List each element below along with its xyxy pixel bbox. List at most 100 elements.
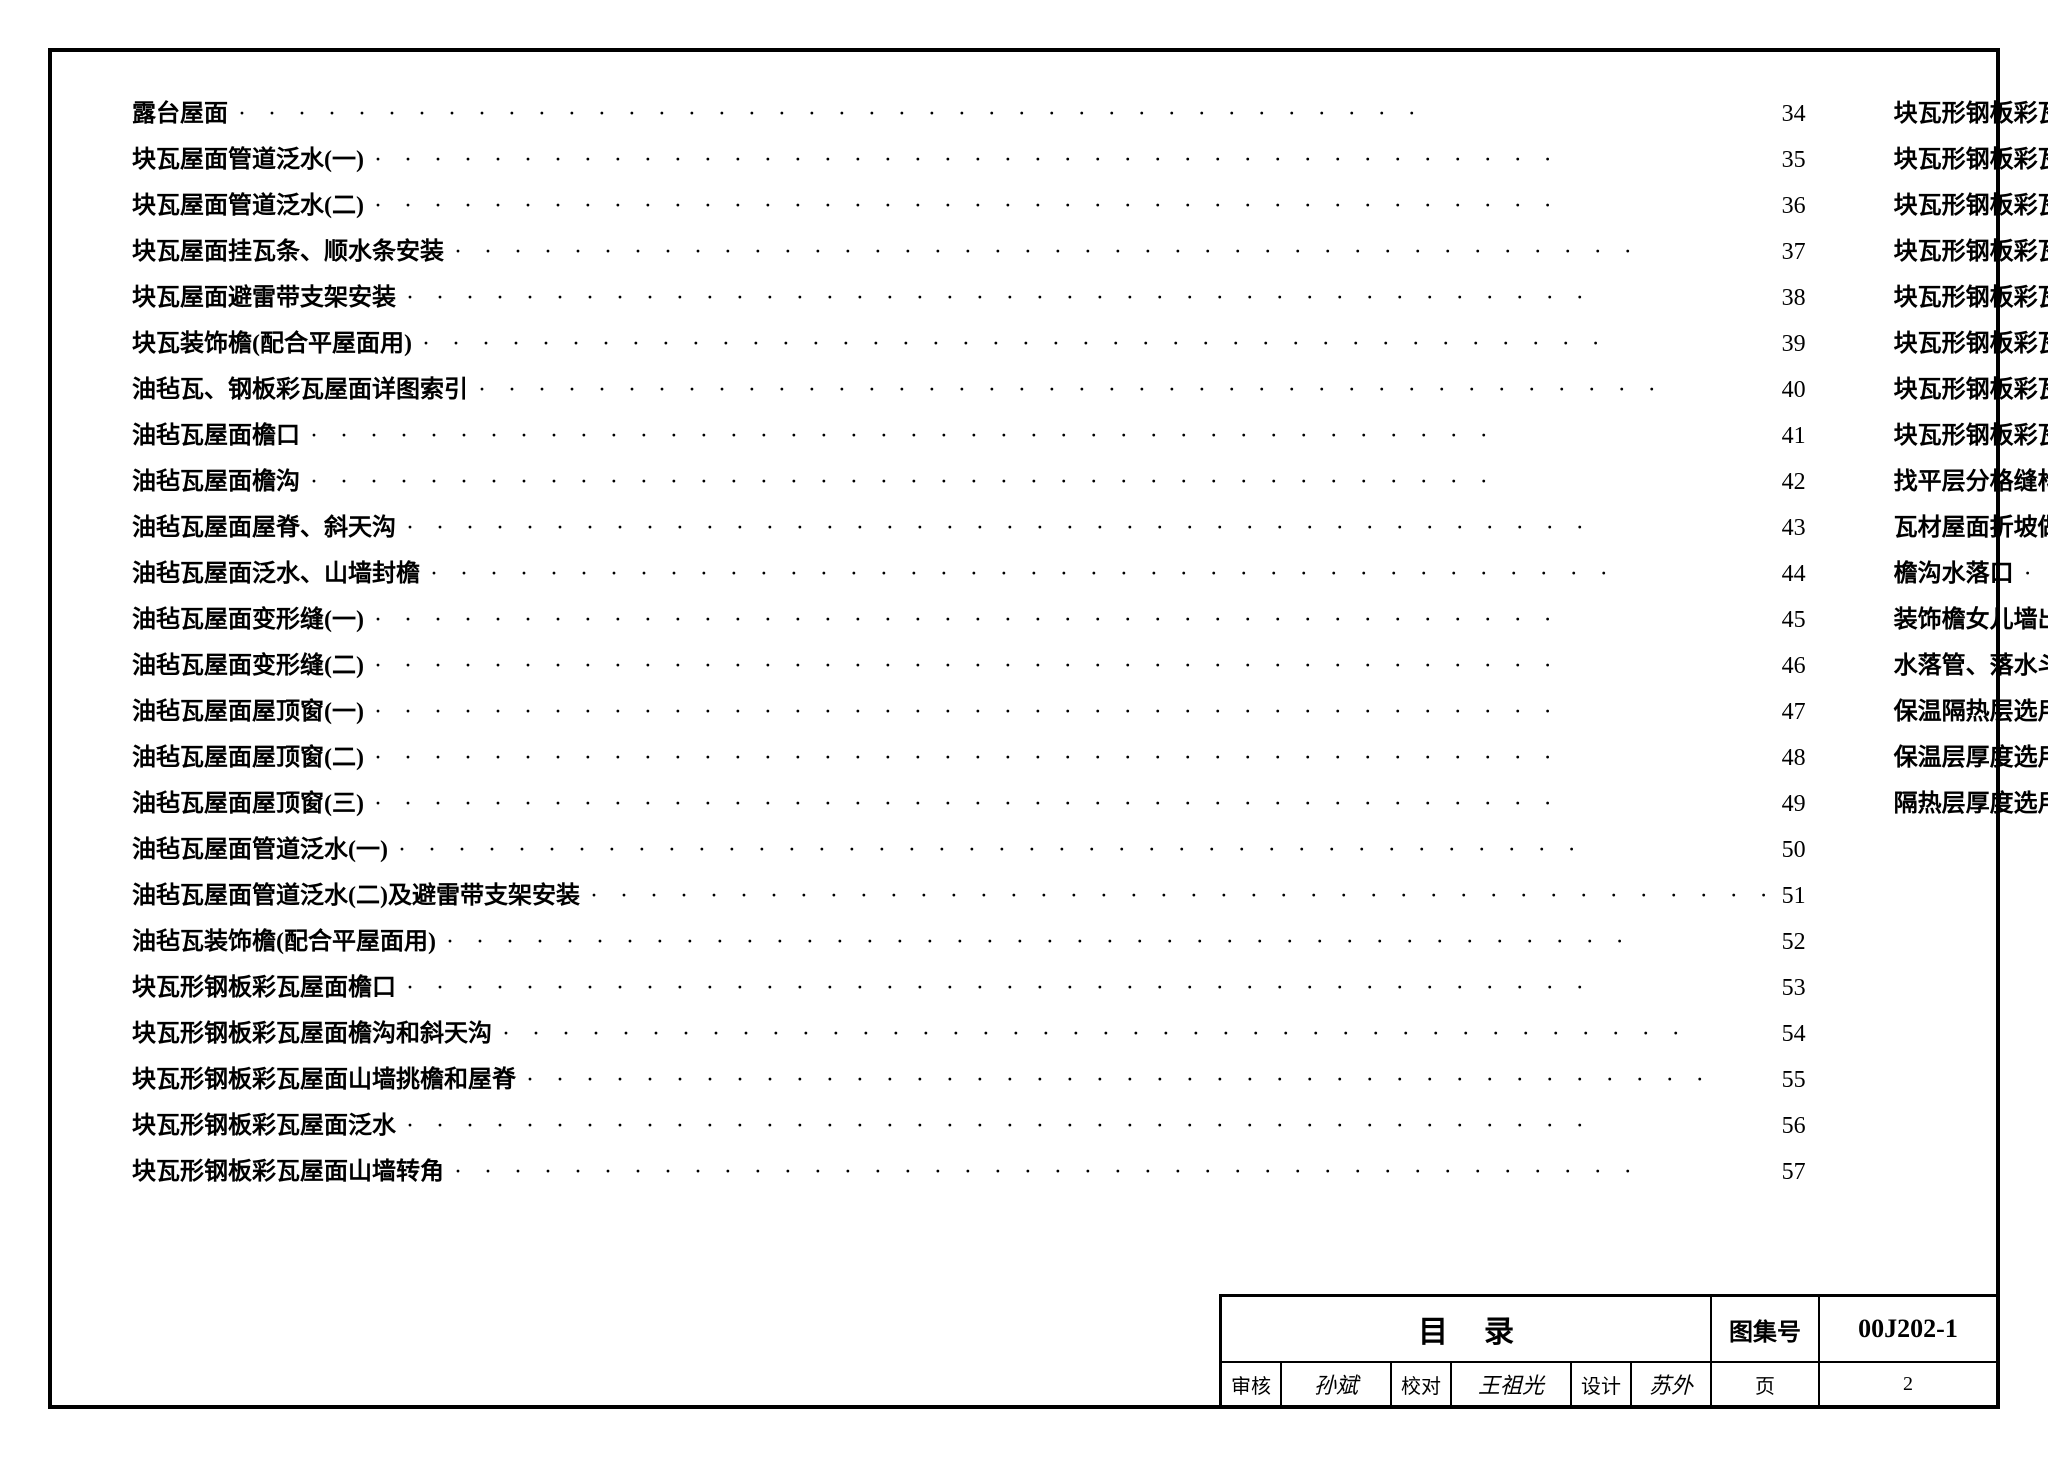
toc-entry: 油毡瓦屋面屋顶窗(二)· · · · · · · · · · · · · · ·… — [132, 746, 1806, 770]
toc-entry-page: 57 — [1776, 1160, 1806, 1184]
toc-dot-leader: · · · · · · · · · · · · · · · · · · · · … — [444, 240, 1776, 264]
toc-entry: 水落管、落水斗· · · · · · · · · · · · · · · · ·… — [1894, 654, 2048, 678]
toc-dot-leader: · · · · · · · · · · · · · · · · · · · · … — [364, 194, 1776, 218]
toc-entry: 块瓦形钢板彩瓦屋面山墙挑檐和屋脊· · · · · · · · · · · · … — [132, 1068, 1806, 1092]
toc-entry: 油毡瓦屋面檐沟· · · · · · · · · · · · · · · · ·… — [132, 470, 1806, 494]
toc-entry: 油毡瓦屋面管道泛水(二)及避雷带支架安装· · · · · · · · · · … — [132, 884, 1806, 908]
toc-entry-title: 油毡瓦屋面变形缝(一) — [132, 608, 364, 632]
toc-dot-leader: · · · · · · · · · · · · · · · · · · · · … — [468, 378, 1776, 402]
toc-entry-title: 油毡瓦屋面变形缝(二) — [132, 654, 364, 678]
toc-entry-title: 油毡瓦屋面屋顶窗(三) — [132, 792, 364, 816]
page-number: 2 — [1820, 1363, 1996, 1405]
toc-dot-leader: · · · · · · · · · · · · · · · · · · · · … — [396, 286, 1776, 310]
design-signature: 苏外 — [1632, 1363, 1712, 1405]
toc-entry-title: 块瓦形钢板彩瓦屋面泛水 — [132, 1114, 396, 1138]
toc-dot-leader: · · · · · · · · · · · · · · · · · · · · … — [580, 884, 1776, 908]
set-number-label: 图集号 — [1712, 1297, 1820, 1361]
toc-entry: 露台屋面· · · · · · · · · · · · · · · · · · … — [132, 102, 1806, 126]
title-block: 目录 图集号 00J202-1 审核 孙斌 校对 王祖光 设计 苏外 页 2 — [1219, 1294, 2000, 1409]
toc-dot-leader: · · · · · · · · · · · · · · · · · · · · … — [364, 608, 1776, 632]
toc-entry-page: 45 — [1776, 608, 1806, 632]
toc-entry-title: 块瓦屋面避雷带支架安装 — [132, 286, 396, 310]
toc-entry: 油毡瓦屋面泛水、山墙封檐· · · · · · · · · · · · · · … — [132, 562, 1806, 586]
toc-entry: 块瓦形钢板彩瓦屋面变形缝· · · · · · · · · · · · · · … — [1894, 102, 2048, 126]
toc-entry-title: 油毡瓦屋面檐口 — [132, 424, 300, 448]
toc-entry-title: 块瓦形钢板彩瓦屋面瓦材及避雷带支架安装 — [1894, 378, 2048, 402]
toc-entry-page: 44 — [1776, 562, 1806, 586]
toc-dot-leader: · · · · · · · · · · · · · · · · · · · · … — [396, 516, 1776, 540]
toc-dot-leader: · · · · · · · · · · · · · · · · · · · · … — [516, 1068, 1776, 1092]
toc-entry-page: 38 — [1776, 286, 1806, 310]
toc-entry-page: 55 — [1776, 1068, 1806, 1092]
toc-entry: 油毡瓦装饰檐(配合平屋面用)· · · · · · · · · · · · · … — [132, 930, 1806, 954]
toc-entry-page: 49 — [1776, 792, 1806, 816]
toc-entry-title: 块瓦形钢板彩瓦屋面变形缝 — [1894, 102, 2048, 126]
toc-entry: 块瓦形钢板彩瓦屋面泛水· · · · · · · · · · · · · · ·… — [132, 1114, 1806, 1138]
toc-entry: 块瓦形钢板彩瓦屋面屋顶窗(二)· · · · · · · · · · · · ·… — [1894, 194, 2048, 218]
toc-entry-title: 露台屋面 — [132, 102, 228, 126]
check-label: 校对 — [1392, 1363, 1452, 1405]
toc-entry-page: 47 — [1776, 700, 1806, 724]
toc-dot-leader: · · · · · · · · · · · · · · · · · · · · … — [300, 470, 1776, 494]
audit-signature: 孙斌 — [1282, 1363, 1392, 1405]
toc-entry: 油毡瓦屋面屋顶窗(一)· · · · · · · · · · · · · · ·… — [132, 700, 1806, 724]
toc-entry-title: 块瓦形钢板彩瓦装饰檐(配合平屋面用) — [1894, 424, 2048, 448]
page-label: 页 — [1712, 1363, 1820, 1405]
toc-column-right: 块瓦形钢板彩瓦屋面变形缝 · · · · · · · · · · · · · · … — [1894, 102, 2048, 1265]
toc-entry: 块瓦屋面管道泛水(二)· · · · · · · · · · · · · · ·… — [132, 194, 1806, 218]
toc-entry-page: 54 — [1776, 1022, 1806, 1046]
toc-entry-page: 46 — [1776, 654, 1806, 678]
toc-entry: 油毡瓦屋面变形缝(二)· · · · · · · · · · · · · · ·… — [132, 654, 1806, 678]
toc-entry-page: 50 — [1776, 838, 1806, 862]
toc-entry: 块瓦形钢板彩瓦装饰檐(配合平屋面用)· · · · · · · · · · · … — [1894, 424, 2048, 448]
toc-entry-page: 42 — [1776, 470, 1806, 494]
toc-entry-page: 36 — [1776, 194, 1806, 218]
toc-entry: 块瓦形钢板彩瓦屋面管道泛水(二)· · · · · · · · · · · · … — [1894, 332, 2048, 356]
toc-entry: 保温层厚度选用表(二)· · · · · · · · · · · · · · ·… — [1894, 746, 2048, 770]
toc-entry-title: 块瓦屋面挂瓦条、顺水条安装 — [132, 240, 444, 264]
toc-entry-title: 保温层厚度选用表(二) — [1894, 746, 2048, 770]
toc-entry-page: 39 — [1776, 332, 1806, 356]
toc-entry: 块瓦形钢板彩瓦屋面檐口· · · · · · · · · · · · · · ·… — [132, 976, 1806, 1000]
toc-entry-title: 块瓦屋面管道泛水(一) — [132, 148, 364, 172]
toc-entry-page: 43 — [1776, 516, 1806, 540]
toc-entry-page: 35 — [1776, 148, 1806, 172]
toc-entry: 油毡瓦屋面变形缝(一)· · · · · · · · · · · · · · ·… — [132, 608, 1806, 632]
toc-entry: 油毡瓦屋面管道泛水(一)· · · · · · · · · · · · · · … — [132, 838, 1806, 862]
toc-entry: 块瓦形钢板彩瓦屋面屋顶窗(一)· · · · · · · · · · · · ·… — [1894, 148, 2048, 172]
toc-dot-leader: · · · · · · · · · · · · · · · · · · · · … — [364, 746, 1776, 770]
toc-entry-page: 40 — [1776, 378, 1806, 402]
toc-entry-title: 块瓦形钢板彩瓦屋面屋顶窗(三) — [1894, 240, 2048, 264]
toc-entry-title: 装饰檐女儿墙出水口 — [1894, 608, 2048, 632]
toc-entry: 块瓦形钢板彩瓦屋面瓦材及避雷带支架安装· · · · · · · · · · ·… — [1894, 378, 2048, 402]
toc-dot-leader: · · · · · · · · · · · · · · · · · · · · … — [364, 700, 1776, 724]
toc-dot-leader: · · · · · · · · · · · · · · · · · · · · … — [2014, 562, 2048, 586]
check-signature: 王祖光 — [1452, 1363, 1572, 1405]
toc-entry: 块瓦屋面避雷带支架安装· · · · · · · · · · · · · · ·… — [132, 286, 1806, 310]
toc-entry-title: 油毡瓦屋面泛水、山墙封檐 — [132, 562, 420, 586]
toc-entry: 油毡瓦屋面屋顶窗(三)· · · · · · · · · · · · · · ·… — [132, 792, 1806, 816]
toc-entry-title: 油毡瓦屋面屋脊、斜天沟 — [132, 516, 396, 540]
toc-entry-title: 水落管、落水斗 — [1894, 654, 2048, 678]
toc-entry-title: 找平层分格缝构造 — [1894, 470, 2048, 494]
toc-entry-page: 53 — [1776, 976, 1806, 1000]
toc-entry: 块瓦屋面挂瓦条、顺水条安装· · · · · · · · · · · · · ·… — [132, 240, 1806, 264]
toc-entry-title: 檐沟水落口 — [1894, 562, 2014, 586]
toc-dot-leader: · · · · · · · · · · · · · · · · · · · · … — [228, 102, 1776, 126]
doc-title: 目录 — [1222, 1297, 1712, 1361]
toc-entry-title: 油毡瓦屋面屋顶窗(二) — [132, 746, 364, 770]
toc-entry: 隔热层厚度选用表· · · · · · · · · · · · · · · · … — [1894, 792, 2048, 816]
toc-entry-title: 块瓦形钢板彩瓦屋面檐口 — [132, 976, 396, 1000]
toc-entry-title: 块瓦装饰檐(配合平屋面用) — [132, 332, 412, 356]
toc-entry-title: 隔热层厚度选用表 — [1894, 792, 2048, 816]
toc-dot-leader: · · · · · · · · · · · · · · · · · · · · … — [412, 332, 1776, 356]
toc-dot-leader: · · · · · · · · · · · · · · · · · · · · … — [436, 930, 1776, 954]
toc-entry: 块瓦形钢板彩瓦屋面山墙转角· · · · · · · · · · · · · ·… — [132, 1160, 1806, 1184]
toc-entry: 块瓦形钢板彩瓦屋面管道泛水(一)· · · · · · · · · · · · … — [1894, 286, 2048, 310]
toc-dot-leader: · · · · · · · · · · · · · · · · · · · · … — [364, 148, 1776, 172]
toc-entry-title: 块瓦形钢板彩瓦屋面管道泛水(一) — [1894, 286, 2048, 310]
toc-entry-page: 56 — [1776, 1114, 1806, 1138]
toc-entry-page: 52 — [1776, 930, 1806, 954]
toc-entry: 油毡瓦屋面屋脊、斜天沟· · · · · · · · · · · · · · ·… — [132, 516, 1806, 540]
toc-columns: 露台屋面· · · · · · · · · · · · · · · · · · … — [132, 102, 1916, 1265]
